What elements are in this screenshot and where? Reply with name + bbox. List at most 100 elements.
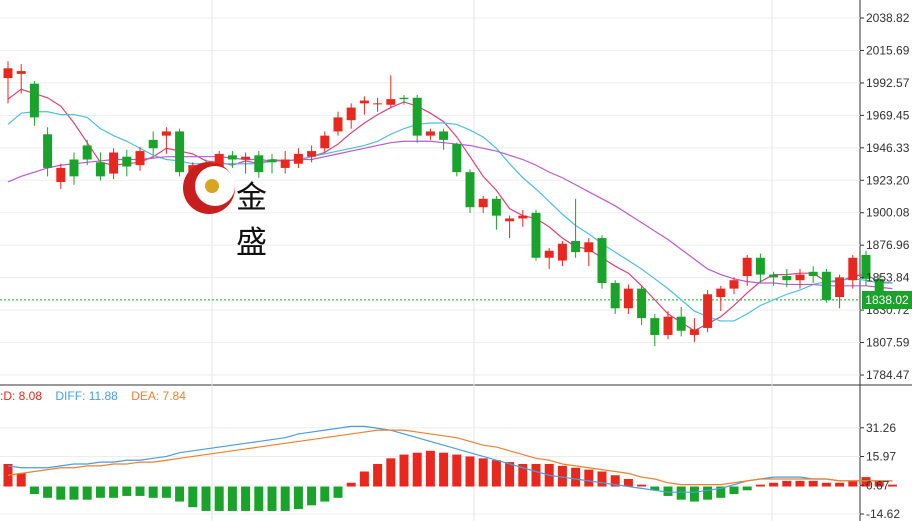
- macd-bar: [95, 486, 105, 498]
- y-tick-label: 1923.20: [866, 173, 910, 187]
- candle-body: [3, 68, 13, 79]
- macd-bar: [122, 486, 132, 496]
- candle-body: [439, 131, 449, 140]
- macd-bar: [835, 482, 845, 487]
- candle-body: [703, 294, 713, 328]
- macd-bar: [56, 486, 66, 500]
- macd-bar: [43, 486, 53, 498]
- y-tick-label: 1992.57: [866, 76, 910, 90]
- macd-bar: [135, 486, 145, 496]
- candle-body: [161, 131, 171, 136]
- candle-body: [465, 172, 475, 208]
- macd-bar: [742, 486, 752, 491]
- macd-bar: [307, 486, 317, 506]
- candle-body: [293, 153, 303, 164]
- candle-body: [531, 212, 541, 258]
- candle-body: [452, 144, 462, 173]
- candle-body: [29, 83, 39, 118]
- macd-bar: [175, 486, 185, 502]
- macd-bar: [201, 486, 211, 511]
- candle-body: [82, 145, 92, 160]
- macd-bar: [716, 486, 726, 498]
- legend-macd: :D: 8.08: [0, 389, 43, 403]
- candle-body: [148, 139, 158, 149]
- macd-bar: [491, 460, 501, 487]
- candle-body: [689, 329, 699, 335]
- macd-bar: [571, 467, 581, 487]
- price-axis: 2038.82 2015.69 1992.57 1969.45 1946.33 1923.…: [860, 11, 910, 521]
- macd-bar: [676, 486, 686, 500]
- macd-bar: [333, 486, 343, 498]
- macd-bar: [610, 475, 620, 487]
- macd-bar: [518, 463, 528, 487]
- candle-body: [122, 156, 132, 167]
- candle-body: [637, 288, 647, 319]
- macd-bar: [755, 484, 765, 487]
- candle-body: [676, 316, 686, 331]
- macd-bar: [584, 469, 594, 487]
- macd-histogram: [3, 450, 897, 511]
- macd-bar: [82, 486, 92, 500]
- y-tick-label: 31.26: [866, 421, 896, 435]
- candle-body: [135, 151, 145, 166]
- candle-body: [544, 250, 554, 258]
- macd-lines: [7, 425, 893, 493]
- candle-body: [808, 271, 818, 277]
- candle-body: [43, 134, 53, 168]
- macd-bar: [531, 463, 541, 487]
- macd-bar: [227, 486, 237, 511]
- candle-body: [412, 97, 422, 136]
- candle-body: [425, 131, 435, 136]
- candle-body: [491, 198, 501, 216]
- macd-legend: :D: 8.08 DIFF: 11.88 DEA: 7.84: [0, 389, 196, 403]
- macd-bar: [848, 480, 858, 487]
- macd-bar: [663, 486, 673, 496]
- macd-bar: [16, 473, 26, 487]
- candle-body: [280, 159, 290, 168]
- candle-body: [373, 103, 383, 105]
- candle-body: [755, 257, 765, 275]
- candle-body: [597, 238, 607, 284]
- ma10-line: [7, 111, 893, 322]
- macd-bar: [505, 462, 515, 487]
- macd-bar: [874, 480, 884, 487]
- candle-body: [320, 135, 330, 149]
- y-tick-label: 1900.08: [866, 206, 910, 220]
- macd-bar: [346, 482, 356, 487]
- macd-bar: [109, 486, 119, 498]
- macd-bar: [465, 456, 475, 487]
- macd-bar: [650, 486, 660, 491]
- macd-bar: [241, 486, 251, 511]
- macd-bar: [320, 486, 330, 502]
- macd-bar: [293, 486, 303, 510]
- y-tick-label: 2038.82: [866, 11, 910, 25]
- candle-body: [571, 240, 581, 253]
- candle-body: [518, 215, 528, 219]
- macd-bar: [188, 486, 198, 508]
- macd-bar: [452, 454, 462, 487]
- watermark-logo: 金 盛: [181, 158, 331, 261]
- dea-line: [7, 429, 893, 486]
- macd-bar: [280, 486, 290, 511]
- candle-body: [16, 71, 26, 74]
- macd-bar: [782, 480, 792, 487]
- macd-bar: [861, 477, 871, 487]
- macd-bar: [729, 486, 739, 495]
- y-tick-label: 1946.33: [866, 141, 910, 155]
- macd-bar: [623, 479, 633, 487]
- macd-bar: [69, 486, 79, 500]
- candle-body: [333, 117, 343, 132]
- candle-body: [254, 155, 264, 173]
- candle-body: [861, 254, 871, 279]
- macd-bar: [29, 486, 39, 495]
- macd-bar: [254, 486, 264, 511]
- y-tick-label: 0.67: [866, 478, 890, 492]
- macd-bar: [808, 480, 818, 487]
- candle-body: [175, 131, 185, 173]
- macd-bar: [557, 465, 567, 487]
- candle-body: [742, 257, 752, 277]
- candle-body: [267, 159, 277, 163]
- macd-bar: [399, 454, 409, 487]
